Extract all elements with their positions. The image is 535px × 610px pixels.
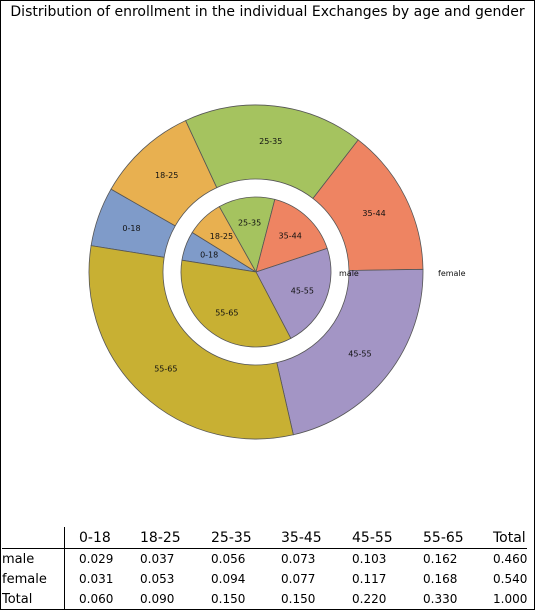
female-slice-55-65 — [88, 245, 294, 440]
table-corner — [2, 527, 65, 549]
table-header-cell: 25-35 — [197, 527, 267, 549]
male-slice-35-44 — [255, 198, 328, 273]
table-header-cell: 45-55 — [338, 527, 409, 549]
table-header-cell: Total — [479, 527, 528, 549]
table-cell: 0.168 — [423, 572, 458, 586]
table-header-cell: 55-65 — [409, 527, 479, 549]
table-cell: 0.220 — [352, 592, 387, 606]
female-slice-label: 25-35 — [259, 137, 282, 146]
table-cell: 1.000 — [493, 592, 528, 606]
table-header-cell: 18-25 — [126, 527, 197, 549]
table-cell: 0.540 — [493, 572, 528, 586]
table-cell: 0.150 — [211, 592, 246, 606]
female-slice-45-55 — [276, 268, 424, 436]
table-row: female 0.031 0.053 0.094 0.077 0.117 0.1… — [2, 569, 527, 589]
table-cell: 0.037 — [140, 552, 175, 566]
female-slice-label: 55-65 — [154, 364, 177, 373]
table-cell: 0.060 — [79, 592, 114, 606]
table-cell: 0.090 — [140, 592, 175, 606]
female-slice-label: 0-18 — [122, 224, 140, 233]
table-cell: 0.073 — [281, 552, 316, 566]
table-cell: 0.094 — [211, 572, 246, 586]
data-table: 0-18 18-25 25-35 35-45 45-55 55-65 Total… — [2, 527, 528, 609]
table-cell: 0.053 — [140, 572, 175, 586]
row-label: female — [2, 569, 65, 589]
table-header-cell: 35-45 — [267, 527, 338, 549]
series-label-female: female — [438, 269, 466, 278]
table-row: Total 0.060 0.090 0.150 0.150 0.220 0.33… — [2, 589, 527, 609]
male-slice-label: 25-35 — [238, 218, 261, 227]
table-cell: 0.460 — [493, 552, 528, 566]
table-cell: 0.103 — [352, 552, 387, 566]
series-label-male: male — [339, 269, 359, 278]
male-slice-55-65 — [180, 259, 292, 348]
table-cell: 0.330 — [423, 592, 458, 606]
male-slice-label: 0-18 — [200, 251, 218, 260]
table-cell: 0.117 — [352, 572, 387, 586]
table-cell: 0.031 — [79, 572, 114, 586]
table-cell: 0.029 — [79, 552, 114, 566]
male-slice-45-55 — [255, 247, 332, 339]
pie-chart: 0-18 18-25 25-35 35-44 45-55 55-65 0-18 18-25 2… — [88, 104, 466, 440]
male-slice-label: 45-55 — [291, 287, 314, 296]
table-cell: 0.077 — [281, 572, 316, 586]
table-header-row: 0-18 18-25 25-35 35-45 45-55 55-65 Total — [2, 527, 528, 549]
male-slice-label: 35-44 — [279, 232, 302, 241]
table-cell: 0.150 — [281, 592, 316, 606]
outer-ring: 0-18 18-25 25-35 35-44 45-55 55-65 — [88, 104, 424, 440]
male-slice-label: 55-65 — [215, 309, 238, 318]
chart-title: Distribution of enrollment in the indivi… — [10, 4, 525, 20]
table-row: male 0.029 0.037 0.056 0.073 0.103 0.162… — [2, 548, 528, 569]
female-slice-label: 45-55 — [348, 349, 371, 358]
male-slice-label: 18-25 — [210, 232, 233, 241]
inner-ring: 0-18 18-25 25-35 35-44 45-55 55-65 — [180, 196, 332, 348]
row-label: Total — [2, 589, 65, 609]
female-slice-label: 35-44 — [362, 209, 385, 218]
row-label: male — [2, 548, 65, 569]
female-slice-label: 18-25 — [155, 171, 178, 180]
table-header-cell: 0-18 — [64, 527, 126, 549]
table-cell: 0.056 — [211, 552, 246, 566]
table-cell: 0.162 — [423, 552, 458, 566]
